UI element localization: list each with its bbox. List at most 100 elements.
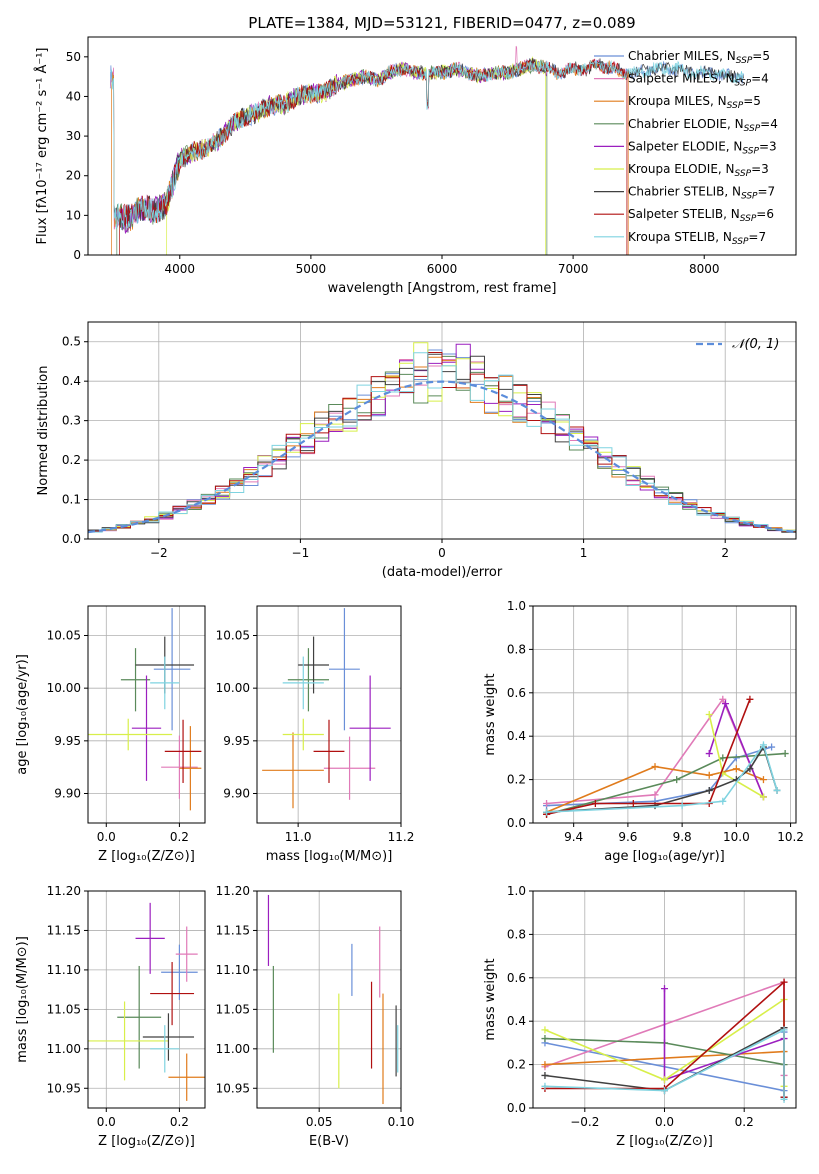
- legend-label-sub: SSP: [732, 237, 749, 247]
- plot-frame: [87, 890, 206, 1109]
- x-tick-label: 0: [438, 546, 446, 560]
- x-tick-label: 0.05: [306, 1115, 333, 1129]
- y-tick-label: 9.90: [54, 787, 81, 801]
- axes-mass_vs_ebv: 0.05 0.10 10.95 11.00 11.05 11.10 11.15 11.20 E(…: [216, 884, 415, 1149]
- mass-weight-marker-chabrier_elodie: [541, 1035, 549, 1043]
- y-tick-label: 0.2: [62, 453, 81, 467]
- x-tick-label: 5000: [296, 262, 327, 276]
- y-tick-label: 0: [73, 248, 81, 262]
- y-axis-label: age [log₁₀(age/yr)]: [15, 654, 30, 775]
- mass-weight-marker-kroupa_miles: [541, 1061, 549, 1069]
- legend-label-n: =7: [758, 185, 776, 199]
- x-tick-label: −0.2: [570, 1115, 599, 1129]
- plot-frame: [87, 605, 206, 824]
- plot-frame: [532, 890, 797, 1109]
- mass-weight-marker-kroupa_elodie: [759, 793, 767, 801]
- mass-weight-marker-chabrier_elodie: [719, 754, 727, 762]
- y-axis-label: mass [log₁₀(M/M⊙)]: [15, 936, 30, 1063]
- y-tick-label: 9.95: [54, 734, 81, 748]
- x-tick-label: 8000: [689, 262, 720, 276]
- legend-label-sub: SSP: [736, 56, 753, 66]
- histogram-kroupa_stelib: [88, 352, 796, 534]
- x-tick-label: 9.4: [564, 830, 583, 844]
- legend-label-text: Chabrier ELODIE, N: [628, 117, 744, 131]
- legend-label: Salpeter STELIB, NSSP=6: [628, 207, 774, 224]
- y-tick-label: 0.4: [507, 729, 526, 743]
- legend-label-sub: SSP: [727, 101, 744, 111]
- y-tick-label: 0.4: [62, 374, 81, 388]
- plot-frame: [532, 605, 797, 824]
- y-tick-label: 50: [66, 50, 81, 64]
- y-axis-label: Normed distribution: [36, 366, 51, 496]
- mass-weight-line-kroupa_stelib: [546, 743, 778, 813]
- y-tick-label: 0.5: [62, 335, 81, 349]
- x-tick-label: 0.2: [170, 830, 189, 844]
- y-tick-label: 11.20: [216, 884, 250, 898]
- x-axis-label: Z [log₁₀(Z/Z⊙)]: [98, 849, 195, 864]
- y-tick-label: 11.10: [47, 963, 81, 977]
- y-tick-label: 0.0: [507, 1101, 526, 1115]
- legend-label: Chabrier MILES, NSSP=5: [628, 49, 770, 66]
- mass-weight-marker-kroupa_elodie: [541, 1026, 549, 1034]
- axes-age_vs_Z: 0.0 0.2 9.90 9.95 10.00 10.05 Z [log₁₀(Z/Z⊙)] a…: [15, 605, 206, 864]
- x-axis-label: mass [log₁₀(M/M⊙)]: [266, 849, 393, 864]
- x-tick-label: 10.2: [777, 830, 804, 844]
- x-tick-label: 0.0: [97, 830, 116, 844]
- mass-weight-marker-chabrier_stelib: [541, 1071, 549, 1079]
- mass-weight-line-kroupa_stelib: [544, 1028, 785, 1100]
- legend-label-text: Kroupa MILES, N: [628, 94, 727, 108]
- legend-label-n: =4: [760, 117, 778, 131]
- mass-weight-line-chabrier_elodie: [546, 752, 786, 816]
- x-tick-label: 0.10: [388, 1115, 415, 1129]
- legend-label-sub: SSP: [742, 146, 759, 156]
- legend-label-sub: SSP: [740, 214, 757, 224]
- y-tick-label: 20: [66, 169, 81, 183]
- y-tick-label: 10.05: [216, 628, 250, 642]
- legend-label-sub: SSP: [735, 79, 752, 89]
- mass-weight-marker-salpeter_elodie: [705, 750, 713, 758]
- mass-weight-marker-salpeter_stelib: [591, 799, 599, 807]
- y-tick-label: 11.20: [47, 884, 81, 898]
- y-tick-label: 40: [66, 89, 81, 103]
- legend-label: Kroupa MILES, NSSP=5: [628, 94, 761, 111]
- legend-label: Chabrier ELODIE, NSSP=4: [628, 117, 778, 134]
- axes-mass_weight_vs_Z: −0.2 0.0 0.2 0.0 0.2 0.4 0.6 0.8 1.0 Z [log₁₀(Z/Z…: [483, 884, 797, 1149]
- legend-label-text: Chabrier MILES, N: [628, 49, 736, 63]
- mass-weight-marker-kroupa_stelib: [661, 1087, 668, 1095]
- x-axis-label: E(B-V): [309, 1134, 349, 1149]
- mass-weight-marker-chabrier_elodie: [781, 750, 789, 758]
- y-tick-label: 10.00: [216, 681, 250, 695]
- mass-weight-marker-chabrier_stelib: [746, 765, 754, 773]
- x-axis-label: Z [log₁₀(Z/Z⊙)]: [616, 1134, 713, 1149]
- x-tick-label: 4000: [165, 262, 196, 276]
- mass-weight-marker-kroupa_stelib: [759, 741, 767, 749]
- axes-spectrum: 4000 5000 6000 7000 8000 0 10 20 30 40 50 wavelengt…: [34, 14, 797, 296]
- x-tick-label: 11.0: [285, 830, 312, 844]
- mass-weight-marker-chabrier_miles: [768, 743, 776, 751]
- y-tick-label: 30: [66, 129, 81, 143]
- plot-frame: [256, 890, 402, 1109]
- x-tick-label: 9.6: [618, 830, 637, 844]
- y-tick-label: 0.2: [507, 1058, 526, 1072]
- legend-label-sub: SSP: [735, 169, 752, 179]
- y-tick-label: 9.90: [223, 787, 250, 801]
- y-tick-label: 10: [66, 208, 81, 222]
- x-tick-label: 6000: [427, 262, 458, 276]
- mass-weight-marker-salpeter_elodie: [661, 985, 668, 993]
- legend-label-n: =3: [759, 139, 777, 153]
- y-tick-label: 1.0: [507, 884, 526, 898]
- y-axis-label: mass weight: [483, 958, 498, 1040]
- x-tick-label: 11.2: [388, 830, 415, 844]
- y-tick-label: 11.05: [47, 1002, 81, 1016]
- legend-label-n: =3: [751, 162, 769, 176]
- mass-weight-marker-kroupa_miles: [705, 771, 713, 779]
- x-axis-label: (data-model)/error: [382, 565, 503, 580]
- legend-label: 𝒩(0, 1): [732, 337, 779, 352]
- axes-age_vs_mass: 11.0 11.2 9.90 9.95 10.00 10.05 mass [log₁₀(M/…: [216, 605, 415, 864]
- mass-weight-marker-kroupa_stelib: [543, 808, 551, 816]
- y-tick-label: 11.00: [47, 1042, 81, 1056]
- spectrum-line-kroupa_elodie: [166, 56, 546, 255]
- plot-frame: [87, 321, 797, 540]
- mass-weight-marker-kroupa_miles: [732, 765, 740, 773]
